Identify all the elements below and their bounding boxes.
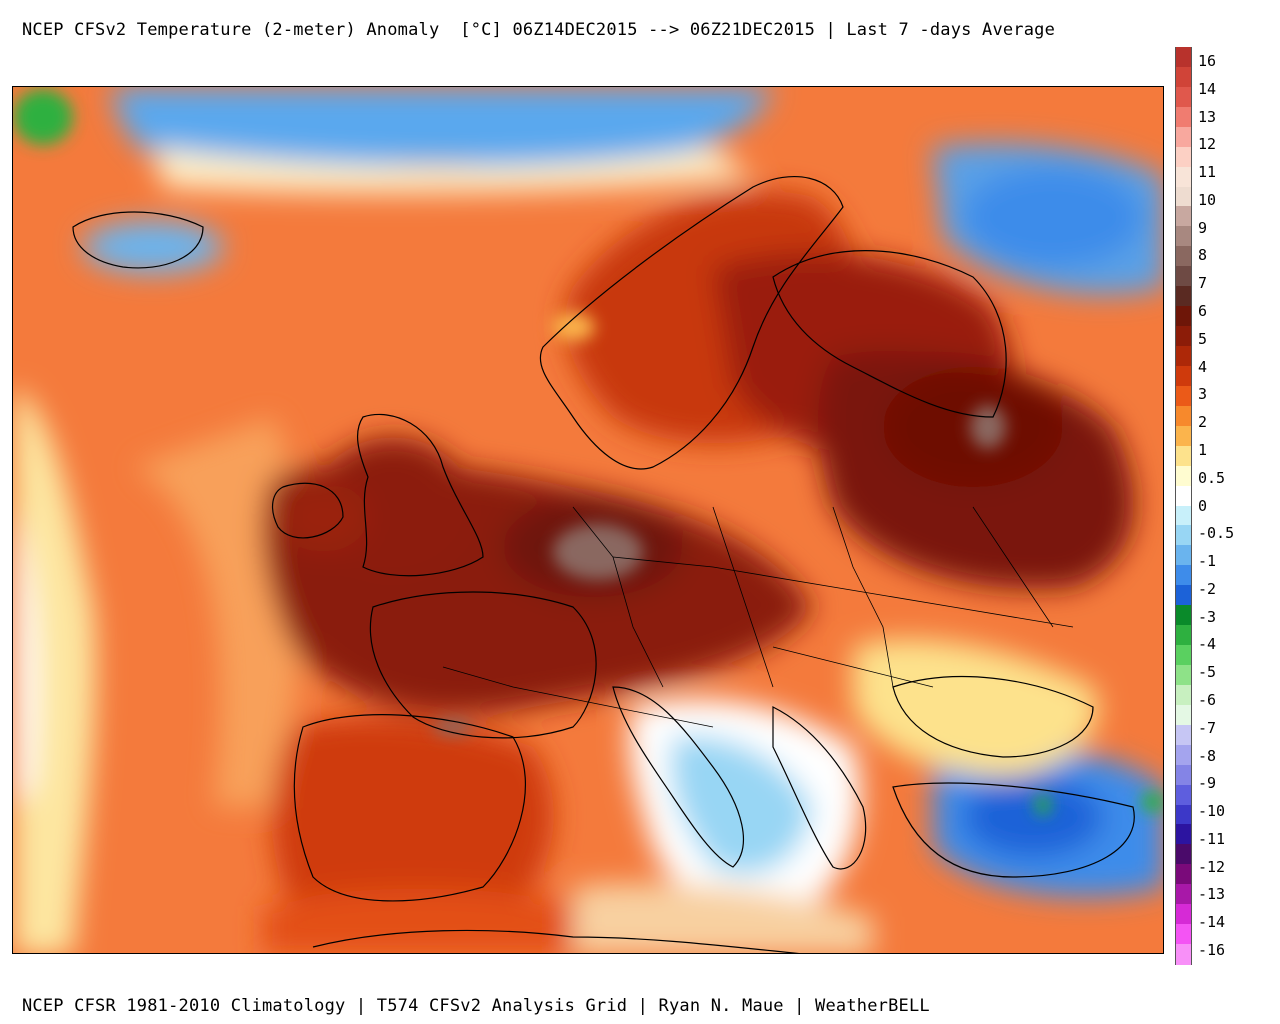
colorbar-swatch [1175, 804, 1192, 826]
colorbar-tick-label: -0.5 [1198, 524, 1235, 543]
colorbar-swatch [1175, 844, 1192, 865]
colorbar-tick-label: -11 [1198, 829, 1226, 848]
colorbar-tick-label: 16 [1198, 52, 1217, 70]
colorbar-swatch [1175, 764, 1192, 786]
colorbar-swatch [1175, 884, 1192, 905]
colorbar-tick-label: 8 [1198, 246, 1208, 265]
colorbar-swatch [1175, 166, 1192, 188]
colorbar-swatch [1175, 286, 1192, 307]
colorbar-swatch [1175, 525, 1192, 546]
colorbar-swatch [1175, 625, 1192, 646]
colorbar-tick-label: -2 [1198, 579, 1217, 598]
colorbar-tick-label: 5 [1198, 329, 1208, 348]
anomaly-shading [13, 87, 1163, 953]
colorbar-tick-label: 1 [1198, 440, 1208, 459]
map-title: NCEP CFSv2 Temperature (2-meter) Anomaly… [22, 20, 1056, 40]
colorbar-swatch [1175, 904, 1192, 925]
colorbar-swatch [1175, 824, 1192, 845]
country-borders [442, 506, 1074, 728]
colorbar-swatch [1175, 465, 1192, 487]
colorbar-tick-label: 6 [1198, 302, 1208, 321]
colorbar-tick-label: 13 [1198, 107, 1217, 126]
colorbar-tick-label: 12 [1198, 135, 1217, 154]
colorbar-swatch [1175, 47, 1192, 68]
colorbar-swatch [1175, 724, 1192, 746]
colorbar-swatch [1175, 645, 1192, 666]
colorbar-swatch [1175, 684, 1192, 706]
colorbar-tick-label: 0 [1198, 496, 1208, 515]
colorbar-swatch [1175, 66, 1192, 88]
colorbar-tick-label: 0.5 [1198, 468, 1226, 487]
colorbar-tick-label: -8 [1198, 746, 1217, 765]
colorbar-swatch [1175, 246, 1192, 267]
colorbar-swatch [1175, 206, 1192, 227]
colorbar-tick-label: -6 [1198, 690, 1217, 709]
colorbar-tick-label: -13 [1198, 885, 1226, 904]
colorbar-swatch [1175, 924, 1192, 945]
colorbar-swatch [1175, 385, 1192, 407]
colorbar-tick-label: -5 [1198, 663, 1217, 682]
colorbar-tick-label: 14 [1198, 79, 1217, 98]
colorbar-tick-label: 3 [1198, 385, 1208, 404]
colorbar-tick-label: -1 [1198, 552, 1217, 571]
colorbar-tick-label: 11 [1198, 163, 1217, 182]
colorbar-swatch [1175, 565, 1192, 586]
colorbar-tick-label: 10 [1198, 190, 1217, 209]
colorbar-swatch [1175, 744, 1192, 766]
colorbar-swatch [1175, 864, 1192, 885]
colorbar-swatch [1175, 146, 1192, 168]
colorbar-tick-label: -16 [1198, 941, 1226, 959]
colorbar-swatch [1175, 346, 1192, 367]
colorbar-swatch [1175, 704, 1192, 726]
colorbar-tick-label: -12 [1198, 857, 1226, 876]
colorbar-swatch [1175, 605, 1192, 626]
colorbar-tick-label: 2 [1198, 413, 1208, 432]
colorbar-swatch [1175, 585, 1192, 606]
anomaly-hotspots [13, 89, 1163, 815]
colorbar-swatch [1175, 266, 1192, 287]
colorbar-tick-label: 4 [1198, 357, 1208, 376]
colorbar-swatch [1175, 365, 1192, 387]
colorbar-swatch [1175, 106, 1192, 128]
colorbar-tick-label: -9 [1198, 774, 1217, 793]
colorbar [1175, 47, 1192, 965]
colorbar-swatch [1175, 126, 1192, 148]
colorbar-swatch [1175, 186, 1192, 208]
colorbar-tick-label: -4 [1198, 635, 1217, 654]
colorbar-swatch [1175, 664, 1192, 686]
colorbar-swatch [1175, 485, 1192, 507]
colorbar-tick-label: 9 [1198, 218, 1208, 237]
colorbar-swatch [1175, 405, 1192, 427]
colorbar-swatch [1175, 326, 1192, 347]
map-footer: NCEP CFSR 1981-2010 Climatology | T574 C… [22, 996, 930, 1016]
colorbar-tick-label: -3 [1198, 607, 1217, 626]
coastlines [72, 176, 1135, 953]
colorbar-tick-label: -14 [1198, 913, 1226, 932]
colorbar-labels: 16 14 13 12 11 10 9 8 7 6 5 4 3 2 1 0.5 0 -0.5 -1 -2 -3 -4 -5 -… [1198, 47, 1278, 964]
colorbar-tick-label: 7 [1198, 274, 1208, 293]
colorbar-swatch [1175, 505, 1192, 527]
colorbar-tick-label: -10 [1198, 802, 1226, 821]
colorbar-swatch [1175, 86, 1192, 108]
anomaly-map [12, 86, 1164, 954]
colorbar-swatch [1175, 784, 1192, 806]
europe-map-graphic [13, 87, 1163, 953]
colorbar-swatch [1175, 226, 1192, 247]
colorbar-tick-label: -7 [1198, 718, 1217, 737]
colorbar-swatch [1175, 306, 1192, 327]
colorbar-swatch [1175, 944, 1192, 965]
colorbar-swatch [1175, 545, 1192, 566]
colorbar-swatch [1175, 425, 1192, 447]
colorbar-swatch [1175, 445, 1192, 467]
